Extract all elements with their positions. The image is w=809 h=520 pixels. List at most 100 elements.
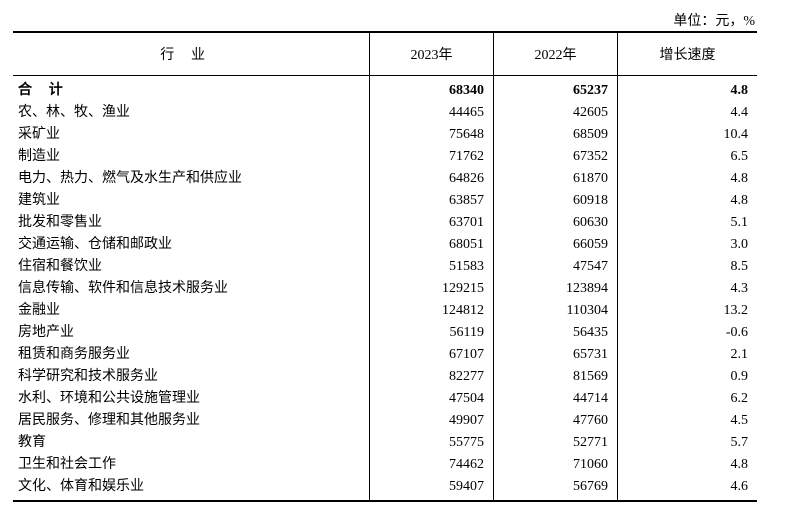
value-cell: 6.2: [617, 388, 757, 410]
value-cell: 59407: [369, 476, 494, 502]
value-cell: 63857: [369, 190, 494, 212]
value-cell: 68340: [369, 75, 494, 102]
unit-note: 单位：元，%: [673, 14, 755, 29]
header-cell: 2023年: [369, 31, 494, 76]
industry-cell: 农、林、牧、渔业: [18, 105, 130, 120]
table-row: 金融业 124812 110304 13.2: [13, 300, 757, 322]
industry-cell: 建筑业: [18, 193, 60, 208]
table-row: 教育 55775 52771 5.7: [13, 432, 757, 454]
value-cell: 47504: [369, 388, 494, 410]
value-cell: 63701: [369, 212, 494, 234]
table-row: 房地产业 56119 56435 -0.6: [13, 322, 757, 344]
value-cell: 123894: [493, 278, 618, 300]
value-cell: 8.5: [617, 256, 757, 278]
header-cell: 行业: [13, 31, 370, 76]
value-cell: 65731: [493, 344, 618, 366]
value-cell: 56119: [369, 322, 494, 344]
value-cell: 13.2: [617, 300, 757, 322]
table-row: 信息传输、软件和信息技术服务业 129215 123894 4.3: [13, 278, 757, 300]
table-row: 水利、环境和公共设施管理业 47504 44714 6.2: [13, 388, 757, 410]
value-cell: 47547: [493, 256, 618, 278]
value-cell: 5.1: [617, 212, 757, 234]
value-cell: 61870: [493, 168, 618, 190]
industry-cell: 教育: [18, 435, 46, 450]
table-row: 租赁和商务服务业 67107 65731 2.1: [13, 344, 757, 366]
value-cell: 129215: [369, 278, 494, 300]
value-cell: 74462: [369, 454, 494, 476]
value-cell: 47760: [493, 410, 618, 432]
value-cell: 60918: [493, 190, 618, 212]
industry-cell: 合计: [18, 83, 80, 98]
value-cell: 81569: [493, 366, 618, 388]
industry-cell: 房地产业: [18, 325, 74, 340]
industry-cell: 金融业: [18, 303, 60, 318]
data-table: 行业 2023年 2022年 增长速度 合计 68340 65237 4.8 农、林、牧、渔业…: [13, 31, 757, 502]
value-cell: 75648: [369, 124, 494, 146]
industry-cell: 居民服务、修理和其他服务业: [18, 413, 200, 428]
value-cell: -0.6: [617, 322, 757, 344]
value-cell: 49907: [369, 410, 494, 432]
value-cell: 110304: [493, 300, 618, 322]
value-cell: 66059: [493, 234, 618, 256]
value-cell: 68509: [493, 124, 618, 146]
table-row: 居民服务、修理和其他服务业 49907 47760 4.5: [13, 410, 757, 432]
value-cell: 0.9: [617, 366, 757, 388]
value-cell: 124812: [369, 300, 494, 322]
industry-cell: 科学研究和技术服务业: [18, 369, 158, 384]
value-cell: 4.5: [617, 410, 757, 432]
value-cell: 64826: [369, 168, 494, 190]
header-cell: 2022年: [493, 31, 618, 76]
table-row: 制造业 71762 67352 6.5: [13, 146, 757, 168]
industry-cell: 批发和零售业: [18, 215, 102, 230]
value-cell: 55775: [369, 432, 494, 454]
value-cell: 52771: [493, 432, 618, 454]
value-cell: 82277: [369, 366, 494, 388]
value-cell: 4.8: [617, 168, 757, 190]
industry-cell: 电力、热力、燃气及水生产和供应业: [18, 171, 242, 186]
value-cell: 4.3: [617, 278, 757, 300]
table-row: 农、林、牧、渔业 44465 42605 4.4: [13, 102, 757, 124]
value-cell: 56769: [493, 476, 618, 502]
value-cell: 5.7: [617, 432, 757, 454]
table-body: 合计 68340 65237 4.8 农、林、牧、渔业 44465 42605 4.4 采矿业 7…: [13, 75, 757, 502]
value-cell: 3.0: [617, 234, 757, 256]
value-cell: 67107: [369, 344, 494, 366]
industry-cell: 卫生和社会工作: [18, 457, 116, 472]
value-cell: 51583: [369, 256, 494, 278]
table-row: 采矿业 75648 68509 10.4: [13, 124, 757, 146]
industry-cell: 文化、体育和娱乐业: [13, 476, 370, 502]
value-cell: 44465: [369, 102, 494, 124]
industry-cell: 采矿业: [18, 127, 60, 142]
industry-cell: 住宿和餐饮业: [18, 259, 102, 274]
value-cell: 4.4: [617, 102, 757, 124]
table-row: 交通运输、仓储和邮政业 68051 66059 3.0: [13, 234, 757, 256]
value-cell: 10.4: [617, 124, 757, 146]
value-cell: 71762: [369, 146, 494, 168]
table-row: 建筑业 63857 60918 4.8: [13, 190, 757, 212]
industry-cell: 租赁和商务服务业: [18, 347, 130, 362]
value-cell: 60630: [493, 212, 618, 234]
header-row: 行业 2023年 2022年 增长速度: [13, 31, 757, 76]
value-cell: 4.8: [617, 75, 757, 102]
value-cell: 2.1: [617, 344, 757, 366]
table-row: 卫生和社会工作 74462 71060 4.8: [13, 454, 757, 476]
value-cell: 6.5: [617, 146, 757, 168]
value-cell: 71060: [493, 454, 618, 476]
header-cell: 增长速度: [617, 31, 757, 76]
table-row: 批发和零售业 63701 60630 5.1: [13, 212, 757, 234]
value-cell: 56435: [493, 322, 618, 344]
value-cell: 42605: [493, 102, 618, 124]
industry-cell: 信息传输、软件和信息技术服务业: [18, 281, 228, 296]
value-cell: 68051: [369, 234, 494, 256]
value-cell: 65237: [493, 75, 618, 102]
industry-cell: 水利、环境和公共设施管理业: [18, 391, 200, 406]
value-cell: 4.8: [617, 454, 757, 476]
table-row: 科学研究和技术服务业 82277 81569 0.9: [13, 366, 757, 388]
value-cell: 67352: [493, 146, 618, 168]
total-row: 合计 68340 65237 4.8: [13, 75, 757, 102]
value-cell: 44714: [493, 388, 618, 410]
industry-cell: 制造业: [18, 149, 60, 164]
table-row: 文化、体育和娱乐业 59407 56769 4.6: [13, 476, 757, 502]
industry-cell: 交通运输、仓储和邮政业: [18, 237, 172, 252]
